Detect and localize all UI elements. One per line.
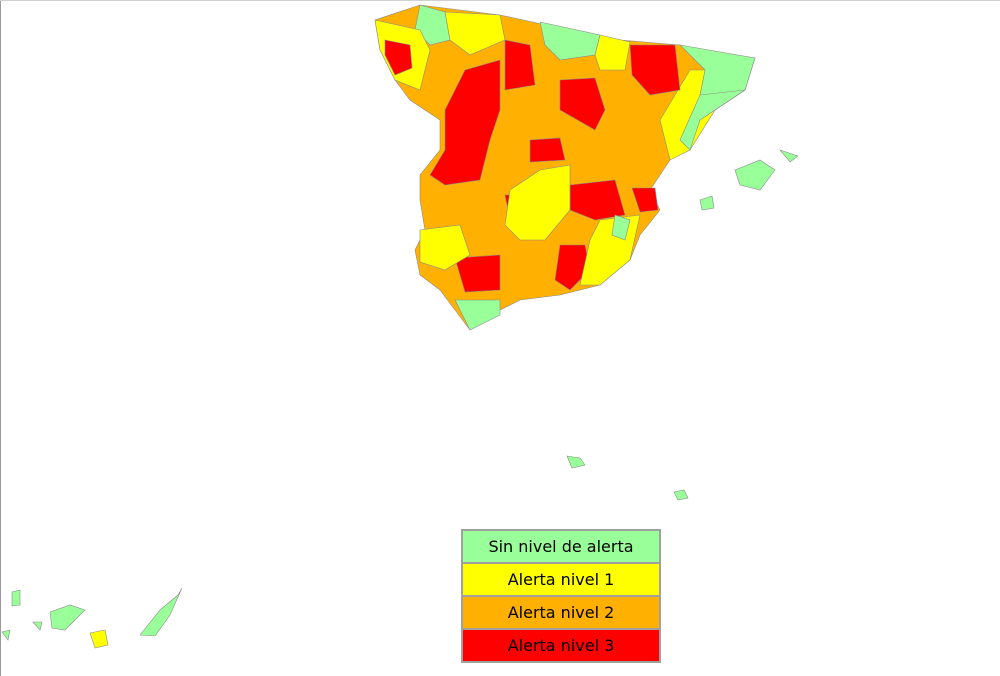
region [611,214,631,241]
region [414,4,451,46]
region [49,604,86,631]
region [673,489,689,501]
regions [1,4,799,649]
region [631,187,659,213]
region [89,629,109,649]
region [454,299,501,331]
region [1,629,11,641]
region [679,89,746,151]
region [529,137,566,163]
region [454,254,501,293]
region [539,21,601,61]
region [659,69,716,161]
region [566,455,586,469]
region [629,44,681,96]
region [559,77,606,131]
legend-swatch [461,595,661,630]
legend-label: Sin nivel de alerta [488,537,633,556]
region [11,589,21,607]
region [594,34,631,71]
legend: Sin nivel de alerta Alerta nivel 1 Alerta … [461,529,661,663]
legend-swatch [461,628,661,663]
region [504,39,536,91]
region [699,195,715,211]
region [32,621,43,631]
region [734,159,776,191]
region [419,224,471,271]
region [139,587,183,637]
region [444,11,506,56]
region [384,39,413,76]
legend-label: Alerta nivel 2 [508,603,615,622]
region [779,149,799,163]
region [504,164,571,241]
legend-label: Alerta nivel 1 [508,570,615,589]
legend-label: Alerta nivel 3 [508,636,615,655]
region [429,59,501,186]
